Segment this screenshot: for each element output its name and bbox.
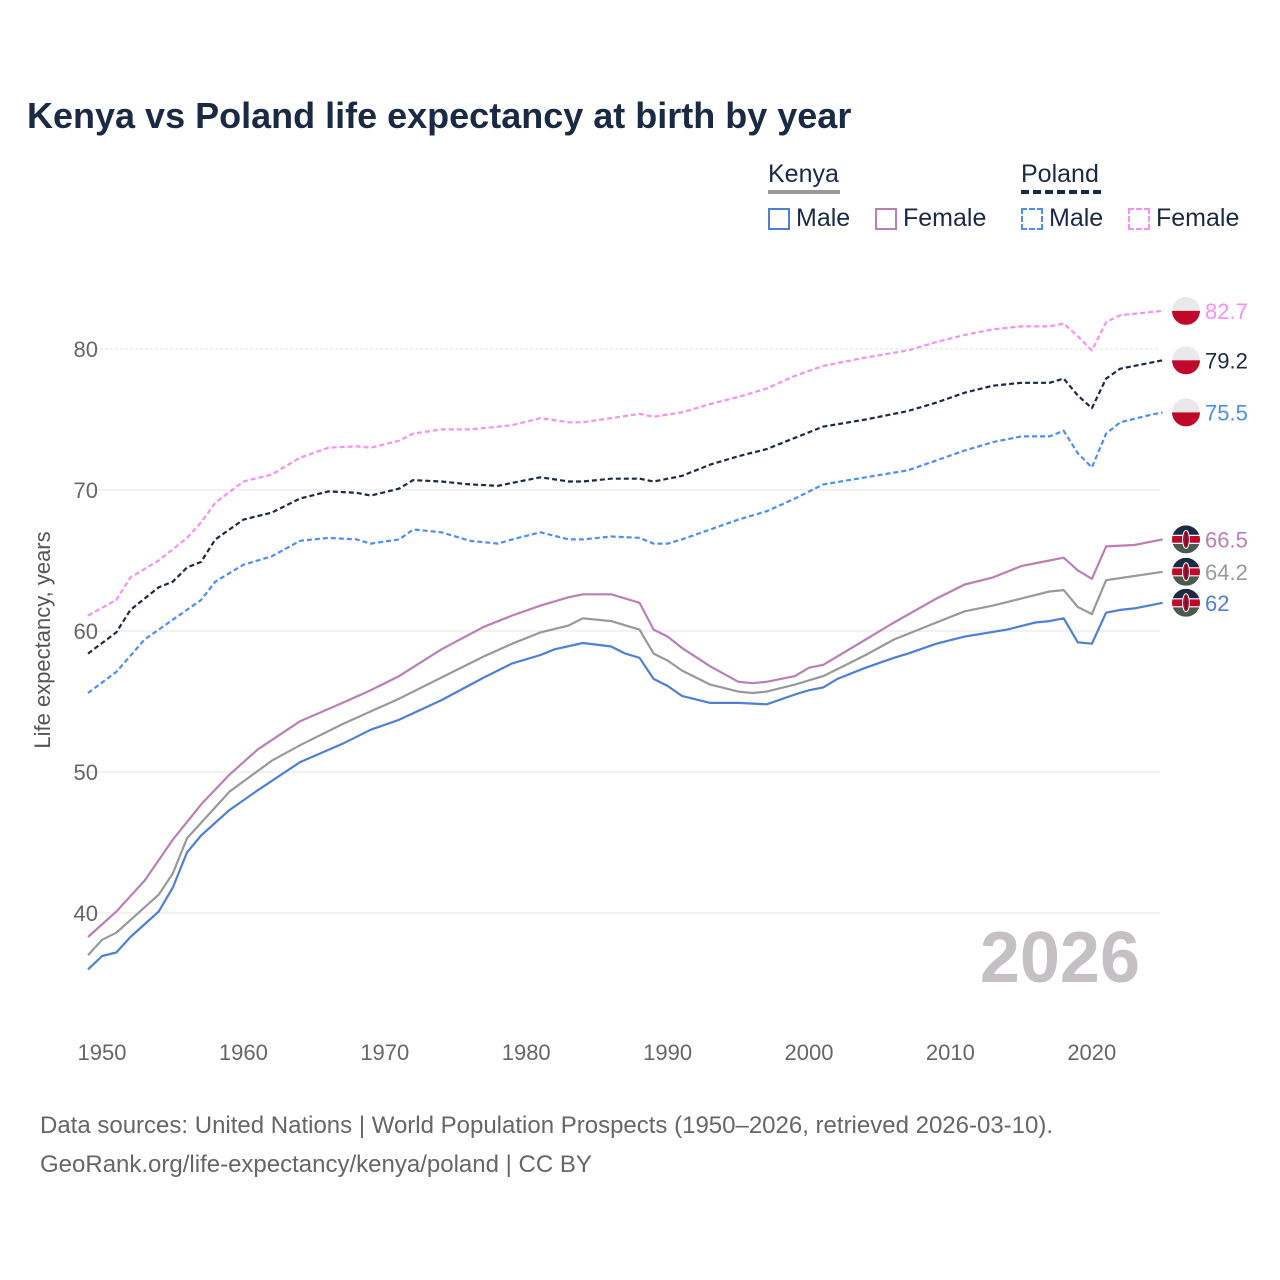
legend-label: Male bbox=[1049, 204, 1104, 232]
source-note: Data sources: United Nations | World Pop… bbox=[40, 1106, 1053, 1184]
end-value-label: 75.5 bbox=[1205, 400, 1248, 425]
flag-red-band bbox=[1172, 310, 1200, 325]
x-tick-label: 1960 bbox=[219, 1040, 268, 1065]
source-line-1: Data sources: United Nations | World Pop… bbox=[40, 1112, 1054, 1139]
flag-red-band bbox=[1172, 412, 1200, 427]
series-line-poland-female bbox=[87, 309, 1163, 617]
end-value-label: 64.2 bbox=[1205, 560, 1248, 585]
end-value-label: 66.5 bbox=[1205, 527, 1248, 552]
series-lines bbox=[87, 309, 1163, 971]
x-tick-label: 1980 bbox=[502, 1040, 551, 1065]
legend-kenya-line bbox=[768, 190, 840, 194]
x-tick-label: 2010 bbox=[926, 1040, 975, 1065]
flag-poland-icon bbox=[1172, 346, 1200, 375]
legend-label: Female bbox=[1156, 204, 1240, 232]
year-watermark: 2026 bbox=[980, 918, 1140, 998]
source-line-2[interactable]: GeoRank.org/life-expectancy/kenya/poland… bbox=[40, 1151, 592, 1178]
y-tick-label: 40 bbox=[74, 901, 98, 926]
y-tick-label: 70 bbox=[74, 478, 98, 503]
legend-poland-line bbox=[1021, 190, 1101, 194]
series-line-kenya-female bbox=[87, 538, 1163, 938]
y-tick-label: 50 bbox=[74, 760, 98, 785]
flag-kenya-icon bbox=[1172, 557, 1200, 586]
gridlines bbox=[80, 348, 1160, 914]
series-line-kenya bbox=[87, 570, 1163, 957]
y-axis-label: Life expectancy, years bbox=[30, 531, 55, 748]
legend-swatch bbox=[768, 207, 790, 230]
flag-poland-icon bbox=[1172, 398, 1200, 427]
legend-swatch bbox=[875, 207, 897, 230]
legend-label: Female bbox=[903, 204, 987, 232]
x-tick-label: 1990 bbox=[643, 1040, 692, 1065]
end-value-label: 62 bbox=[1205, 591, 1229, 616]
flag-body bbox=[1172, 525, 1200, 554]
legend-poland-header: Poland bbox=[1021, 160, 1101, 194]
legend-swatch bbox=[1021, 207, 1043, 230]
flag-white-band bbox=[1172, 398, 1200, 413]
chart-title: Kenya vs Poland life expectancy at birth… bbox=[27, 95, 852, 136]
axes: 40 50 60 70 80 1950 1960 1970 1980 1990 2000 2010 20… bbox=[74, 337, 1117, 1065]
end-value-label: 82.7 bbox=[1205, 299, 1248, 324]
end-value-label: 79.2 bbox=[1205, 348, 1248, 373]
y-tick-label: 80 bbox=[74, 337, 98, 362]
flag-body bbox=[1172, 346, 1200, 375]
series-line-kenya-male bbox=[87, 601, 1163, 971]
flag-red-band bbox=[1172, 360, 1200, 375]
x-tick-label: 1970 bbox=[360, 1040, 409, 1065]
flag-poland-icon bbox=[1172, 296, 1200, 325]
flag-body bbox=[1172, 296, 1200, 325]
legend-poland-female[interactable]: Female bbox=[1128, 204, 1239, 233]
legend-swatch bbox=[1128, 207, 1150, 230]
x-tick-label: 1950 bbox=[78, 1040, 127, 1065]
flag-body bbox=[1172, 557, 1200, 586]
x-tick-label: 2000 bbox=[785, 1040, 834, 1065]
flag-body bbox=[1172, 588, 1200, 617]
flag-body bbox=[1172, 398, 1200, 427]
y-tick-label: 60 bbox=[74, 619, 98, 644]
series-line-poland bbox=[87, 359, 1163, 655]
flag-kenya-icon bbox=[1172, 588, 1200, 617]
flag-white-band bbox=[1172, 296, 1200, 311]
x-tick-label: 2020 bbox=[1067, 1040, 1116, 1065]
legend-kenya-female[interactable]: Female bbox=[875, 204, 986, 233]
legend-label: Male bbox=[796, 204, 851, 232]
series-end-markers: 82.7 79.2 75.5 66.5 64.2 62 bbox=[1172, 296, 1248, 617]
legend-kenya-label: Kenya bbox=[768, 160, 839, 188]
legend-kenya-male[interactable]: Male bbox=[768, 204, 850, 233]
series-line-poland-male bbox=[87, 411, 1163, 694]
legend-kenya-header: Kenya bbox=[768, 160, 840, 194]
flag-white-band bbox=[1172, 346, 1200, 361]
legend-poland-label: Poland bbox=[1021, 160, 1099, 188]
legend-poland-male[interactable]: Male bbox=[1021, 204, 1103, 233]
flag-kenya-icon bbox=[1172, 525, 1200, 554]
